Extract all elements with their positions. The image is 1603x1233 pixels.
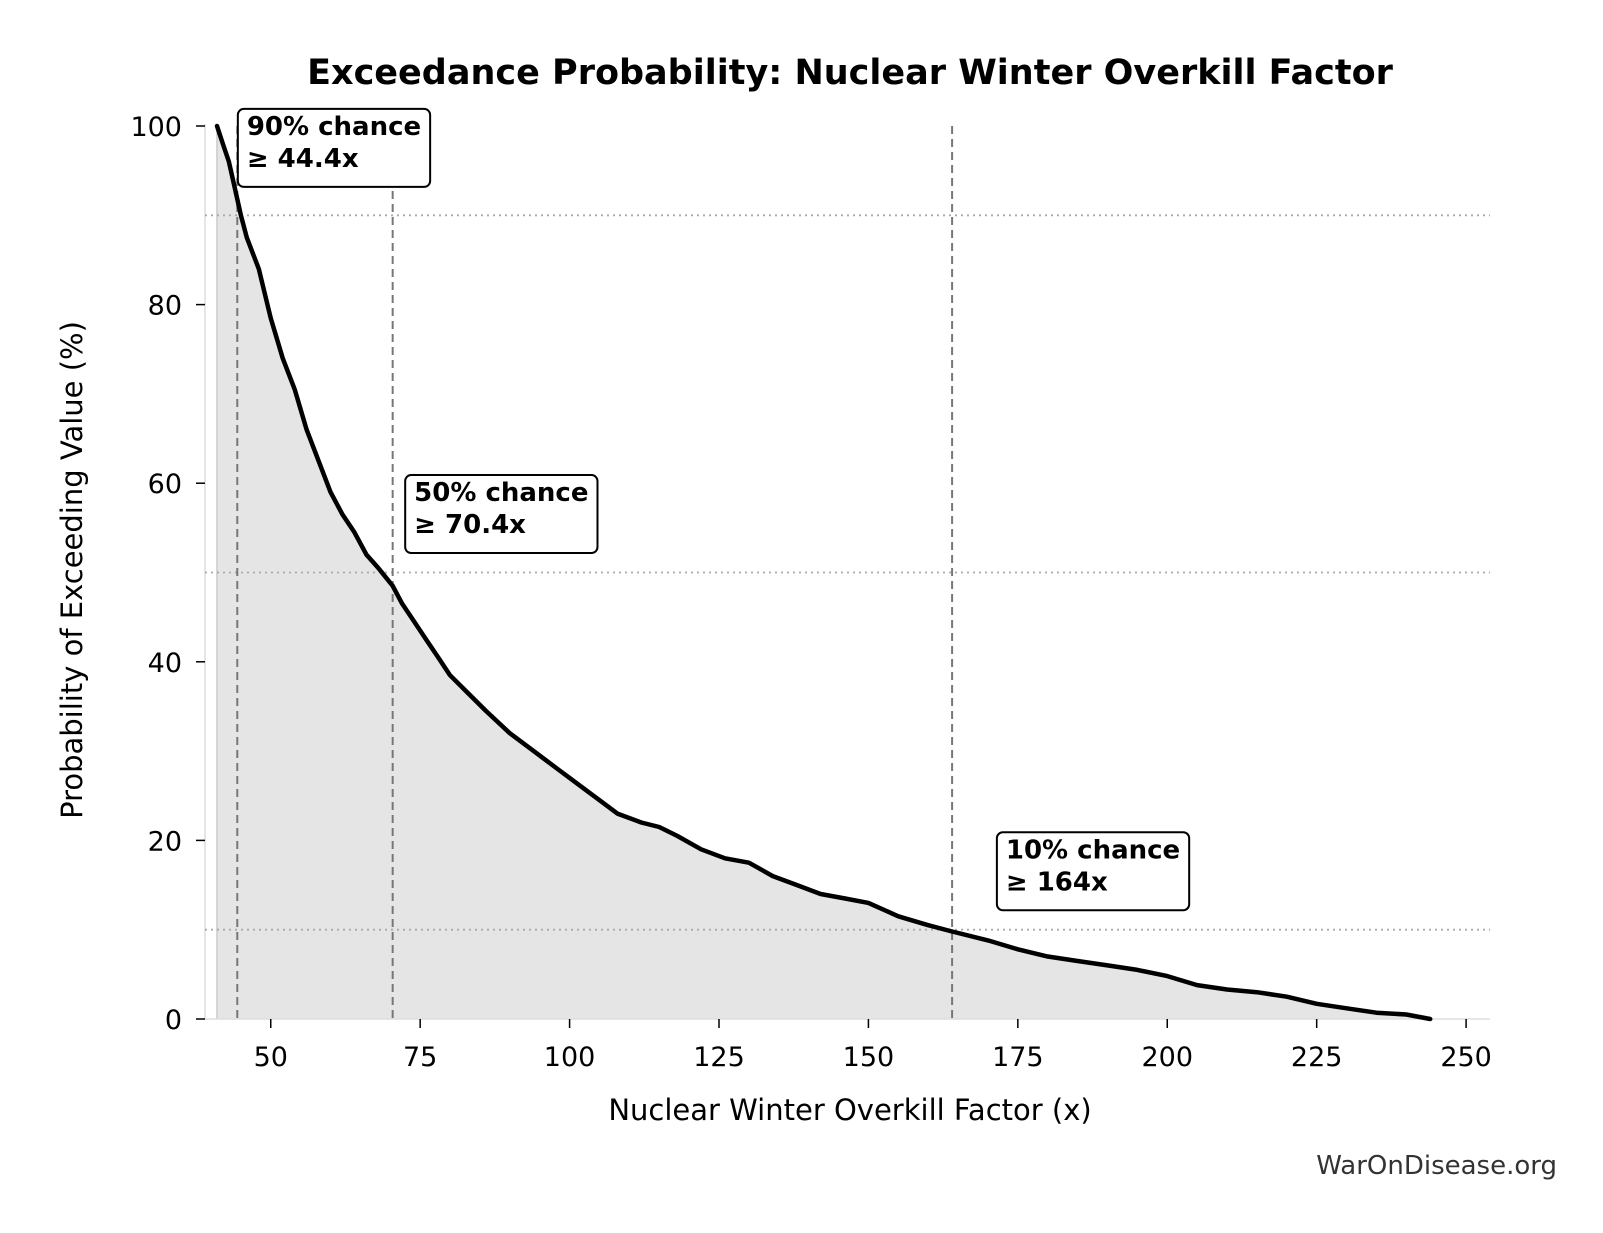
x-tick-label: 150 (843, 1042, 895, 1073)
y-tick-label: 100 (130, 112, 182, 143)
y-axis-label: Probability of Exceeding Value (%) (55, 321, 89, 819)
x-tick-label: 50 (254, 1042, 288, 1073)
x-axis-label: Nuclear Winter Overkill Factor (x) (608, 1093, 1091, 1127)
exceedance-curve (214, 123, 1433, 1022)
x-tick-label: 175 (992, 1042, 1044, 1073)
annotation-box (236, 107, 432, 188)
chart-title: Exceedance Probability: Nuclear Winter O… (307, 53, 1394, 93)
annotation-3: 10% chance≥ 164x (995, 831, 1191, 912)
y-tick-label: 60 (148, 469, 182, 500)
y-tick-label: 80 (148, 291, 182, 322)
x-tick-label: 200 (1141, 1042, 1193, 1073)
y-tick-label: 40 (148, 648, 182, 679)
annotation-box (404, 474, 599, 555)
annotation-line-1: 10% chance (1006, 835, 1180, 865)
x-tick-label: 100 (544, 1042, 596, 1073)
annotation-line-1: 90% chance (247, 112, 421, 142)
area-fill (216, 126, 1431, 1019)
annotation-line-1: 50% chance (414, 478, 588, 508)
x-tick-label: 125 (693, 1042, 745, 1073)
annotation-line-2: ≥ 70.4x (414, 510, 526, 540)
watermark: WarOnDisease.org (1316, 1151, 1557, 1181)
y-tick-label: 0 (165, 1005, 182, 1036)
annotation-1: 90% chance≥ 44.4x (236, 107, 432, 188)
x-tick-label: 225 (1291, 1042, 1343, 1073)
y-tick-label: 20 (148, 826, 182, 857)
annotation-box (995, 831, 1191, 912)
x-tick-label: 250 (1440, 1042, 1492, 1073)
annotation-2: 50% chance≥ 70.4x (404, 474, 599, 555)
annotation-line-2: ≥ 164x (1006, 867, 1108, 897)
x-tick-label: 75 (403, 1042, 437, 1073)
plot-area: 50 75 100 125 150 175 200 225 250 0 20 40 60 80 100 90%… (130, 107, 1492, 1073)
annotation-line-2: ≥ 44.4x (247, 144, 359, 174)
